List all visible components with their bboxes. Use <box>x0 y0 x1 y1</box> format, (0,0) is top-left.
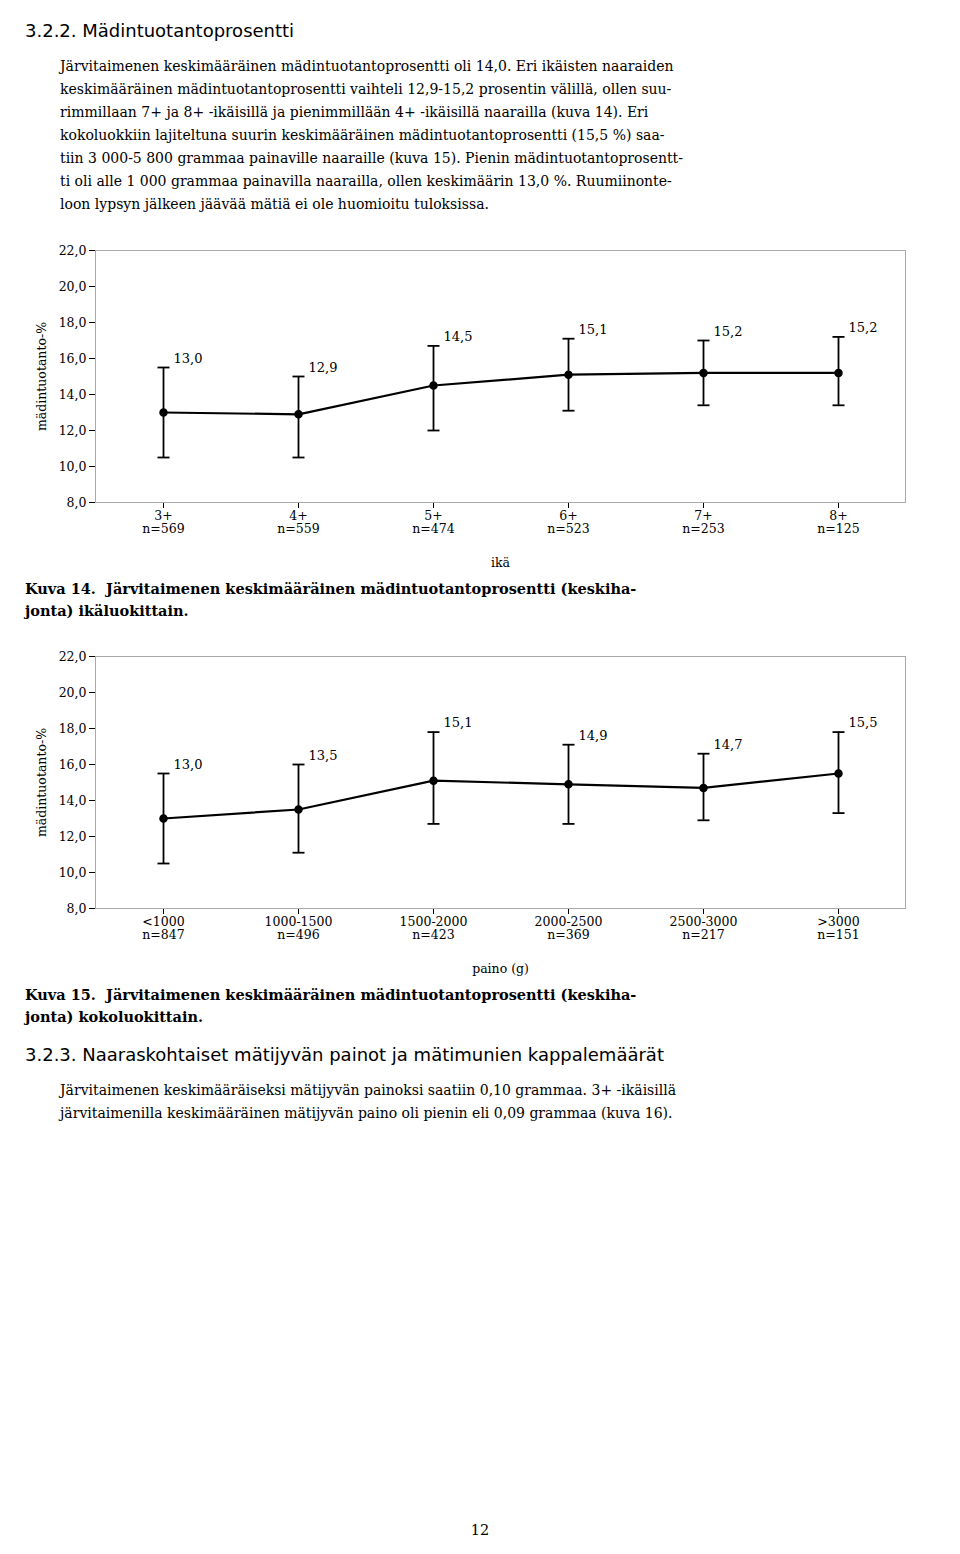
html-text:tiin 3 000-5 800 grammaa paina: tiin 3 000-5 800 grammaa painaville naar… <box>60 150 683 166</box>
svg-text:15,2: 15,2 <box>714 324 743 339</box>
svg-text:12,0: 12,0 <box>59 423 87 438</box>
svg-text:13,5: 13,5 <box>309 748 338 763</box>
svg-text:2000-2500n=369: 2000-2500n=369 <box>535 914 603 942</box>
svg-text:ikä: ikä <box>491 555 511 570</box>
svg-text:mädintuotanto-%: mädintuotanto-% <box>34 728 49 837</box>
html-text:Järvitaimenen keskimääräinen m: Järvitaimenen keskimääräinen mädintuotan… <box>60 58 674 74</box>
svg-text:14,7: 14,7 <box>714 737 743 752</box>
svg-text:<1000n=847: <1000n=847 <box>142 914 184 942</box>
svg-text:1500-2000n=423: 1500-2000n=423 <box>400 914 468 942</box>
svg-text:18,0: 18,0 <box>59 315 87 330</box>
svg-text:18,0: 18,0 <box>59 721 87 736</box>
html-text:3.2.2. Mädintuotantoprosentti: 3.2.2. Mädintuotantoprosentti <box>25 20 295 41</box>
html-text:rimmillaan 7+ ja 8+ -ikäisillä: rimmillaan 7+ ja 8+ -ikäisillä ja pienim… <box>60 104 649 120</box>
svg-text:3+n=569: 3+n=569 <box>142 508 184 536</box>
svg-text:>3000n=151: >3000n=151 <box>817 914 859 942</box>
svg-text:13,0: 13,0 <box>174 757 203 772</box>
html-text:12: 12 <box>470 1522 490 1538</box>
svg-text:6+n=523: 6+n=523 <box>547 508 589 536</box>
svg-text:14,9: 14,9 <box>579 728 608 743</box>
svg-text:8,0: 8,0 <box>67 495 87 510</box>
html-text:3.2.3. Naaraskohtaiset mätijyv: 3.2.3. Naaraskohtaiset mätijyvän painot … <box>25 1044 664 1065</box>
svg-text:14,5: 14,5 <box>444 329 473 344</box>
svg-text:15,5: 15,5 <box>849 715 878 730</box>
html-text:ti oli alle 1 000 grammaa pain: ti oli alle 1 000 grammaa painavilla naa… <box>60 173 672 189</box>
svg-text:1000-1500n=496: 1000-1500n=496 <box>265 914 333 942</box>
svg-text:8,0: 8,0 <box>67 901 87 916</box>
svg-text:14,0: 14,0 <box>59 387 87 402</box>
svg-text:mädintuotanto-%: mädintuotanto-% <box>34 322 49 431</box>
html-text:loon lypsyn jälkeen jäävää mät: loon lypsyn jälkeen jäävää mätiä ei ole … <box>60 196 489 212</box>
svg-text:10,0: 10,0 <box>59 865 87 880</box>
svg-text:14,0: 14,0 <box>59 793 87 808</box>
svg-text:5+n=474: 5+n=474 <box>412 508 454 536</box>
html-text:Järvitaimenen keskimääräiseksi: Järvitaimenen keskimääräiseksi mätijyvän… <box>60 1082 677 1098</box>
svg-text:22,0: 22,0 <box>59 243 87 258</box>
html-text:järvitaimenilla keskimääräinen: järvitaimenilla keskimääräinen mätijyvän… <box>60 1105 673 1121</box>
html-text:jonta) ikäluokittain.: jonta) ikäluokittain. <box>25 602 189 619</box>
svg-text:paino (g): paino (g) <box>472 961 529 976</box>
svg-text:15,1: 15,1 <box>579 322 608 337</box>
html-text:kokoluokkiin lajiteltuna suuri: kokoluokkiin lajiteltuna suurin keskimää… <box>60 127 665 143</box>
svg-text:16,0: 16,0 <box>59 351 87 366</box>
html-text:keskimääräinen mädintuotantopr: keskimääräinen mädintuotantoprosentti va… <box>60 81 672 97</box>
svg-text:15,2: 15,2 <box>849 320 878 335</box>
svg-text:10,0: 10,0 <box>59 459 87 474</box>
svg-text:15,1: 15,1 <box>444 715 473 730</box>
svg-text:13,0: 13,0 <box>174 351 203 366</box>
html-text:Kuva 15. Järvitaimenen keskimä: Kuva 15. Järvitaimenen keskimääräinen mä… <box>25 986 637 1003</box>
svg-text:12,9: 12,9 <box>309 360 338 375</box>
svg-text:7+n=253: 7+n=253 <box>682 508 724 536</box>
html-text:jonta) kokoluokittain.: jonta) kokoluokittain. <box>25 1008 204 1025</box>
svg-text:20,0: 20,0 <box>59 279 87 294</box>
svg-text:2500-3000n=217: 2500-3000n=217 <box>670 914 738 942</box>
svg-text:8+n=125: 8+n=125 <box>817 508 859 536</box>
html-text:Kuva 14. Järvitaimenen keskimä: Kuva 14. Järvitaimenen keskimääräinen mä… <box>25 580 637 597</box>
svg-text:20,0: 20,0 <box>59 685 87 700</box>
svg-text:4+n=559: 4+n=559 <box>277 508 319 536</box>
svg-text:12,0: 12,0 <box>59 829 87 844</box>
svg-text:16,0: 16,0 <box>59 757 87 772</box>
svg-text:22,0: 22,0 <box>59 649 87 664</box>
